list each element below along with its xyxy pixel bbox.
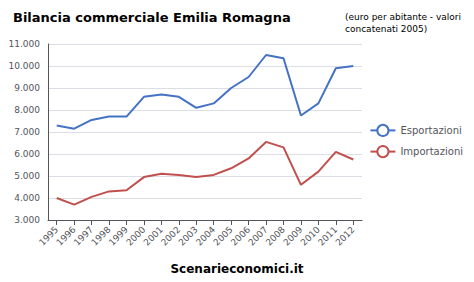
svg-text:(euro per abitante - valori: (euro per abitante - valori: [345, 12, 461, 22]
svg-text:6.000: 6.000: [14, 149, 40, 159]
svg-text:7.000: 7.000: [14, 127, 40, 137]
svg-text:4.000: 4.000: [14, 193, 40, 203]
svg-text:2002: 2002: [159, 224, 183, 248]
svg-text:Importazioni: Importazioni: [400, 146, 463, 157]
svg-text:3.000: 3.000: [14, 215, 40, 225]
svg-text:2003: 2003: [176, 224, 200, 248]
svg-text:9.000: 9.000: [14, 83, 40, 93]
svg-text:2004: 2004: [194, 224, 218, 248]
svg-text:Bilancia commerciale Emilia Ro: Bilancia commerciale Emilia Romagna: [13, 10, 291, 25]
svg-text:1999: 1999: [106, 224, 130, 248]
svg-text:1995: 1995: [37, 224, 61, 248]
svg-text:2008: 2008: [263, 224, 287, 248]
svg-text:Esportazioni: Esportazioni: [400, 125, 461, 136]
svg-text:2000: 2000: [124, 224, 148, 248]
svg-text:5.000: 5.000: [14, 171, 40, 181]
svg-text:2006: 2006: [228, 224, 253, 248]
svg-text:1998: 1998: [89, 224, 113, 248]
svg-text:2001: 2001: [141, 224, 165, 248]
svg-text:2009: 2009: [281, 224, 305, 248]
svg-text:2010: 2010: [298, 224, 322, 248]
svg-text:11.000: 11.000: [9, 39, 41, 49]
svg-text:2011: 2011: [316, 224, 340, 248]
svg-text:1997: 1997: [71, 224, 96, 248]
svg-text:8.000: 8.000: [14, 105, 40, 115]
svg-text:2007: 2007: [246, 224, 270, 248]
svg-text:2005: 2005: [211, 224, 235, 248]
svg-text:Scenarieconomici.it: Scenarieconomici.it: [170, 262, 303, 276]
svg-text:10.000: 10.000: [9, 61, 41, 71]
svg-text:2012: 2012: [334, 224, 357, 247]
svg-text:1996: 1996: [54, 224, 78, 248]
svg-text:concatenati 2005): concatenati 2005): [345, 24, 427, 34]
